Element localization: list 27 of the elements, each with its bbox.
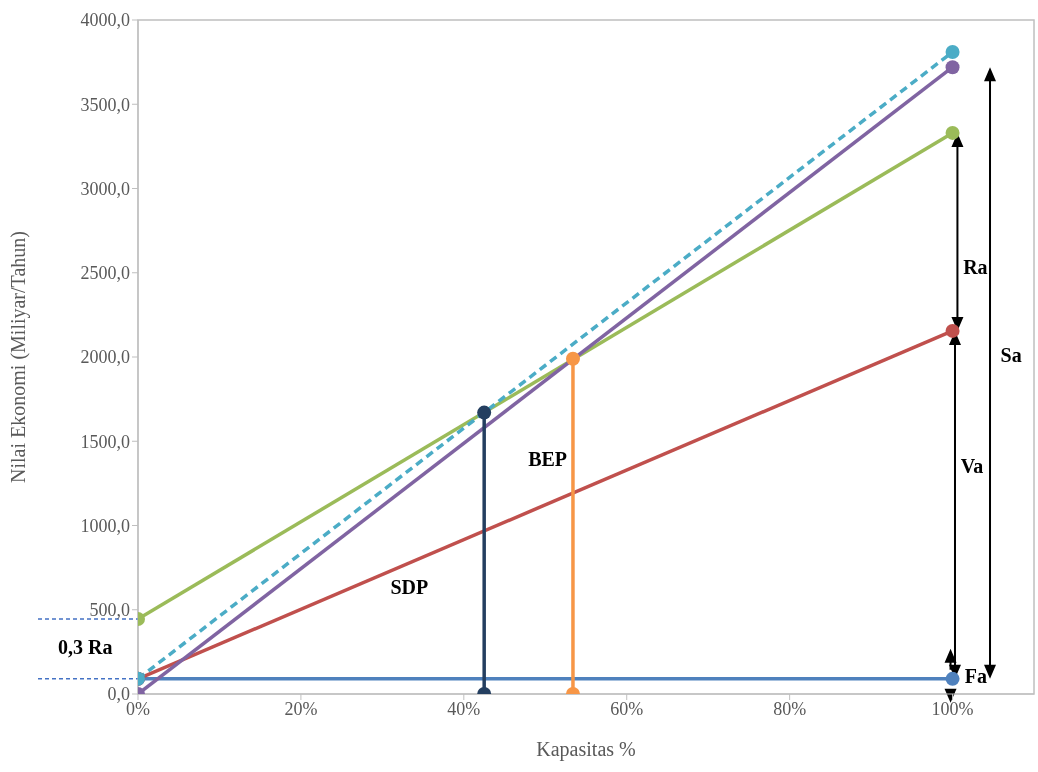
y-tick-label: 4000,0 bbox=[80, 10, 130, 31]
y-tick-label: 2000,0 bbox=[80, 347, 130, 368]
x-tick-label: 40% bbox=[447, 698, 481, 719]
point bbox=[945, 671, 960, 686]
point bbox=[945, 323, 960, 338]
y-tick-label: 500,0 bbox=[89, 600, 130, 621]
x-tick-label: 100% bbox=[931, 698, 974, 719]
y-tick-label: 3500,0 bbox=[80, 94, 130, 115]
x-axis-title: Kapasitas % bbox=[536, 738, 636, 761]
y-tick-label: 3000,0 bbox=[80, 178, 130, 199]
y-tick-label: 2500,0 bbox=[80, 263, 130, 284]
y-tick-label: 1500,0 bbox=[80, 431, 130, 452]
point bbox=[945, 60, 960, 75]
y-axis-title: Nilai Ekonomi (Miliyar/Tahun) bbox=[7, 231, 31, 483]
annotation: Fa bbox=[964, 665, 987, 688]
annotation: BEP bbox=[528, 448, 568, 471]
x-tick-label: 80% bbox=[773, 698, 807, 719]
x-tick-label: 60% bbox=[610, 698, 644, 719]
point bbox=[477, 405, 492, 420]
annotation: Va bbox=[960, 454, 984, 477]
annotation: Sa bbox=[1000, 343, 1022, 366]
x-tick-label: 20% bbox=[284, 698, 318, 719]
text: 0,3 Ra bbox=[58, 635, 113, 658]
annotation: Ra bbox=[963, 255, 988, 278]
annotation: SDP bbox=[390, 576, 429, 599]
y-tick-label: 1000,0 bbox=[80, 515, 130, 536]
point bbox=[565, 351, 580, 366]
